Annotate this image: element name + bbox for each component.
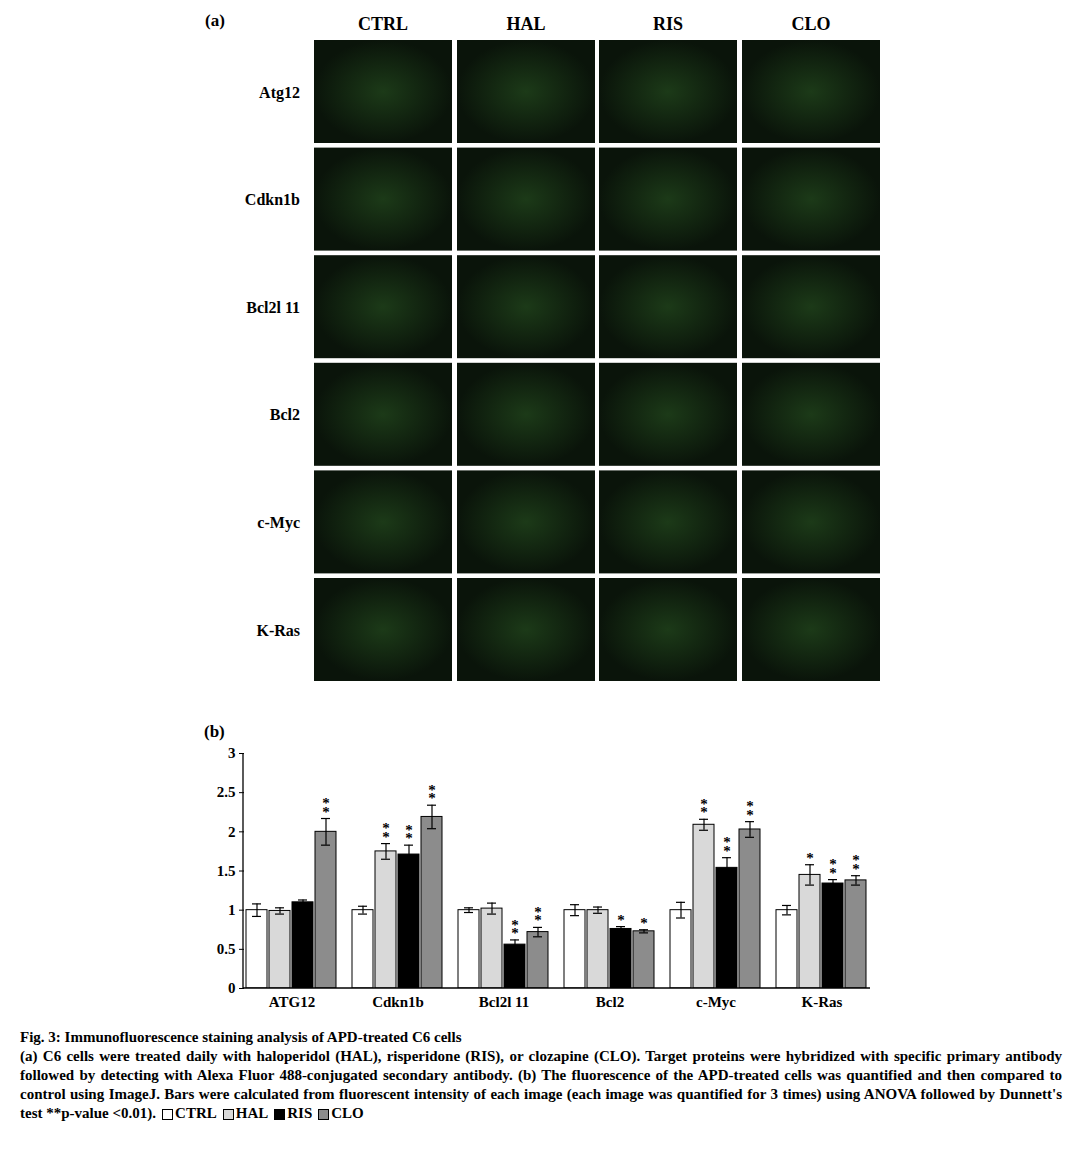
svg-text:**: ** [723,834,731,858]
svg-text:Bcl2: Bcl2 [270,406,300,423]
svg-text:*: * [617,912,625,928]
svg-text:2: 2 [228,824,236,840]
svg-text:1: 1 [228,902,236,918]
svg-text:**: ** [405,822,413,846]
svg-text:0.5: 0.5 [217,941,236,957]
svg-text:Cdkn1b: Cdkn1b [372,994,424,1010]
html-text:HAL: HAL [235,1105,269,1121]
svg-text:RIS: RIS [653,14,683,34]
svg-text:*: * [640,915,648,931]
svg-text:K-Ras: K-Ras [802,994,843,1010]
svg-text:2.5: 2.5 [217,784,236,800]
svg-text:**: ** [322,795,330,819]
svg-text:**: ** [852,852,860,876]
html-text:(b): (b) [204,722,225,741]
svg-text:Bcl2: Bcl2 [596,994,624,1010]
svg-text:**: ** [746,798,754,822]
svg-text:Bcl2l 11: Bcl2l 11 [246,299,300,316]
svg-text:Cdkn1b: Cdkn1b [245,191,300,208]
svg-text:1.5: 1.5 [217,863,236,879]
svg-text:**: ** [829,856,837,880]
svg-text:CTRL: CTRL [358,14,408,34]
svg-text:Bcl2l 11: Bcl2l 11 [479,994,529,1010]
svg-text:**: ** [428,782,436,806]
svg-text:0: 0 [228,980,236,996]
svg-text:HAL: HAL [506,14,545,34]
html-text:CTRL: CTRL [175,1105,217,1121]
html-text:(a) C6 cells were treated dail: (a) C6 cells were treated daily with hal… [20,1048,1062,1121]
svg-text:3: 3 [228,745,236,761]
svg-text:Atg12: Atg12 [259,84,300,102]
svg-text:**: ** [534,904,542,928]
html-text:CLO: CLO [331,1105,364,1121]
svg-text:*: * [806,850,814,866]
svg-text:K-Ras: K-Ras [256,622,300,639]
svg-text:**: ** [382,820,390,844]
svg-text:c-Myc: c-Myc [696,994,736,1010]
svg-text:CLO: CLO [791,14,830,34]
svg-text:ATG12: ATG12 [269,994,315,1010]
html-text:RIS: RIS [287,1105,313,1121]
html-text:Fig. 3: Immunofluorescence sta: Fig. 3: Immunofluorescence staining anal… [20,1029,462,1045]
svg-text:**: ** [511,917,519,941]
svg-text:c-Myc: c-Myc [257,514,300,532]
svg-text:**: ** [700,796,708,820]
svg-text:(a): (a) [205,11,225,30]
